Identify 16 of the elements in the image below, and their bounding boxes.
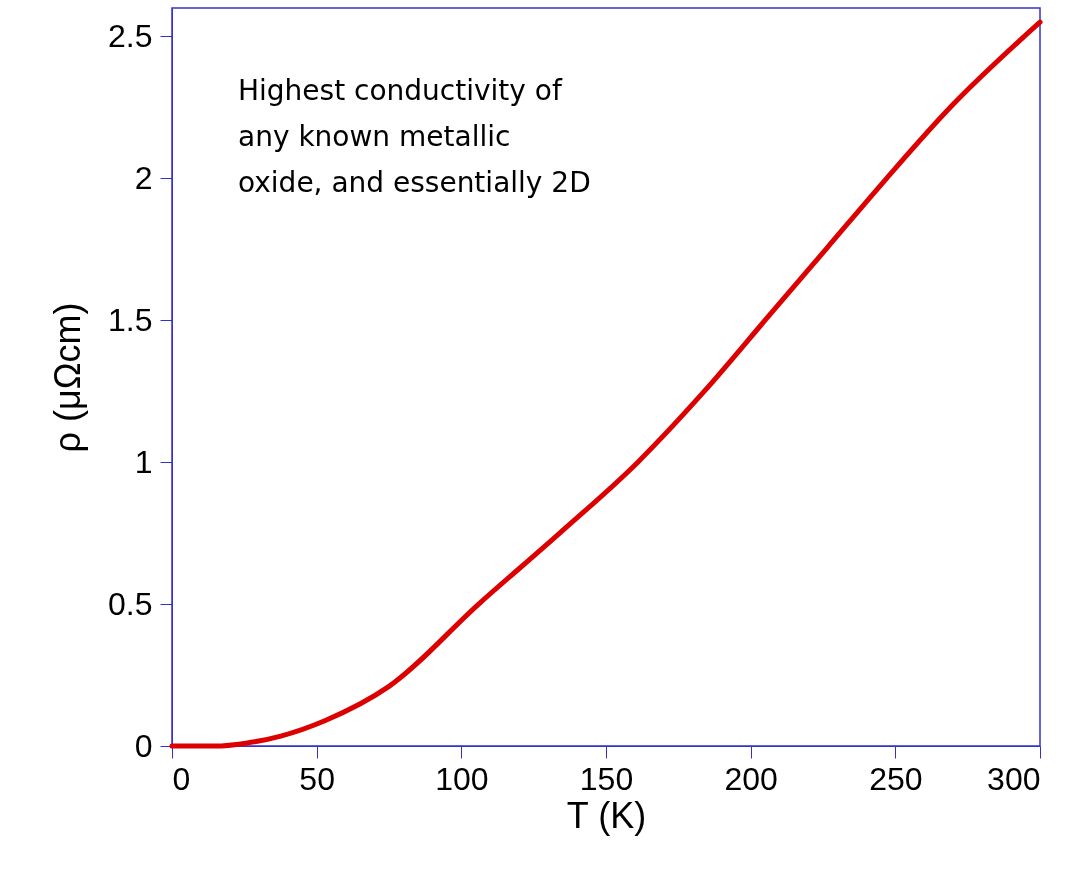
x-tick-label: 250 [869, 760, 923, 797]
y-tick-label: 0 [134, 727, 153, 764]
x-tick-label: 200 [724, 760, 778, 797]
y-tick-label: 2.5 [108, 17, 153, 54]
y-tick-label: 1.5 [108, 301, 153, 338]
annotation: Highest conductivity of any known metallic oxide, and essentially 2D [238, 74, 591, 199]
x-axis-title: T (K) [566, 794, 647, 836]
x-tick-label: 100 [435, 760, 489, 797]
x-tick-label: 300 [987, 760, 1041, 797]
y-axis-title: ρ (μΩcm) [47, 302, 89, 453]
y-tick-label: 2 [134, 159, 153, 196]
y-tick-label: 1 [134, 443, 153, 480]
x-tick-label: 150 [579, 760, 634, 797]
x-tick-label: 50 [299, 760, 335, 797]
x-tick-label: 0 [172, 760, 191, 797]
y-tick-label: 0.5 [108, 585, 153, 622]
